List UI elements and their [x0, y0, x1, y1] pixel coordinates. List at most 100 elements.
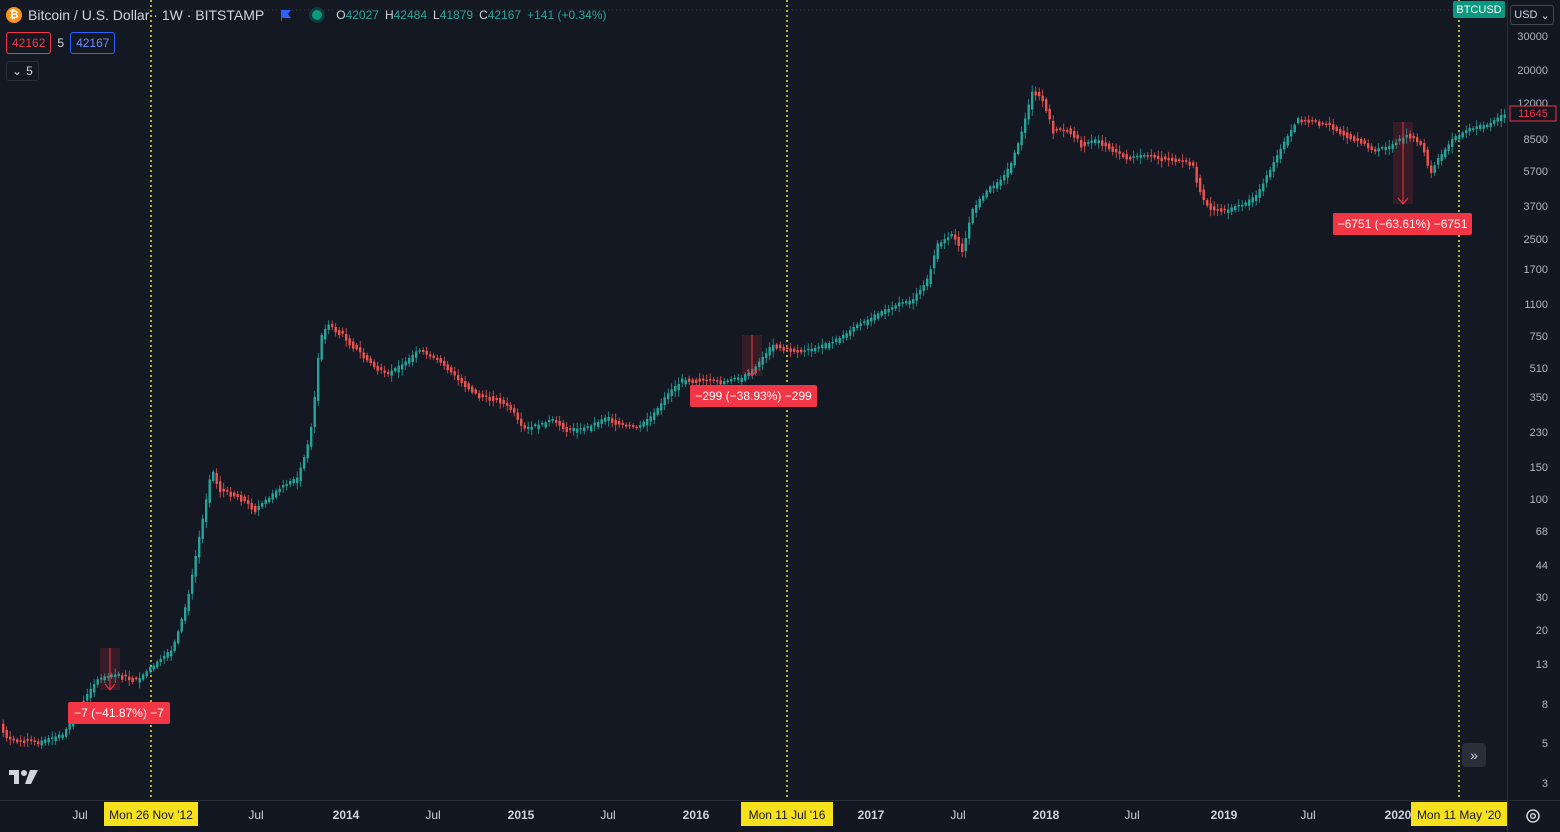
buy-button[interactable]: 42167: [70, 32, 116, 54]
candle-body: [418, 350, 421, 352]
chevron-down-icon: ⌄: [1540, 9, 1550, 22]
candle-body: [303, 457, 306, 469]
candle-body: [831, 341, 834, 344]
candle-body: [1458, 134, 1461, 140]
time-scale[interactable]: Jul Mon 26 Nov '12 Jul 2014 Jul 2015 Jul 2016 Mo…: [0, 800, 1507, 832]
candle-body: [1349, 134, 1352, 140]
candle-body: [1090, 140, 1093, 143]
candle-body: [327, 324, 330, 330]
candle-body: [380, 367, 383, 370]
price-tick-label: 30: [1536, 592, 1548, 604]
price-tick-label: 3700: [1524, 201, 1548, 213]
candle-body: [33, 740, 36, 742]
candle-body: [1055, 128, 1058, 131]
time-tick-label: 2017: [858, 808, 885, 822]
tradingview-logo-icon[interactable]: [9, 768, 39, 786]
time-tick-label: Jul: [1300, 808, 1315, 822]
price-tick-label: 20: [1536, 625, 1548, 637]
candle-body: [758, 361, 761, 368]
candle-body: [1360, 139, 1363, 144]
indicators-toggle-button[interactable]: ⌄ 5: [6, 61, 39, 81]
measurement-tool[interactable]: −299 (−38.93%) −299: [690, 335, 817, 407]
candle-body: [793, 348, 796, 352]
price-tick-label: 510: [1530, 363, 1548, 375]
candle-body: [394, 368, 397, 372]
candle-body: [887, 309, 890, 313]
candle-body: [933, 255, 936, 269]
candle-body: [891, 307, 894, 310]
candle-body: [443, 360, 446, 366]
candle-body: [411, 354, 414, 363]
candle-body: [1269, 169, 1272, 178]
measurement-tool[interactable]: −6751 (−63.61%) −6751: [1333, 122, 1472, 235]
time-tick-label: Jul: [950, 808, 965, 822]
candle-body: [859, 323, 862, 327]
candle-body: [667, 393, 670, 400]
candle-body: [1150, 154, 1153, 157]
candle-body: [439, 358, 442, 363]
candle-body: [866, 319, 869, 326]
candle-body: [184, 607, 187, 621]
candle-body: [145, 671, 148, 677]
candle-body: [1164, 156, 1167, 160]
candle-body: [1052, 120, 1055, 134]
candle-body: [1388, 146, 1391, 149]
candlestick-chart[interactable]: −7 (−41.87%) −7 −299 (−38.93%) −299 −6751 …: [0, 0, 1507, 800]
candle-body: [285, 484, 288, 487]
candle-body: [1171, 157, 1174, 161]
flag-icon[interactable]: [280, 9, 292, 21]
candle-body: [219, 481, 222, 493]
price-tick-label: 68: [1536, 526, 1548, 538]
candle-body: [765, 353, 768, 359]
candle-body: [1325, 123, 1328, 126]
measurement-tool[interactable]: −7 (−41.87%) −7: [68, 648, 170, 724]
candle-body: [968, 222, 971, 239]
candle-body: [401, 364, 404, 370]
candle-body: [422, 350, 425, 352]
symbol-title[interactable]: Bitcoin / U.S. Dollar · 1W · BITSTAMP: [28, 7, 265, 23]
gear-icon[interactable]: [1524, 807, 1542, 825]
candle-body: [842, 334, 845, 339]
candle-body: [1122, 153, 1125, 158]
candle-body: [1430, 165, 1433, 174]
time-tick-label: Jul: [248, 808, 263, 822]
candle-body: [1017, 143, 1020, 155]
candle-body: [1031, 91, 1034, 110]
candle-body: [740, 377, 743, 383]
candle-body: [817, 346, 820, 349]
candle-body: [1006, 168, 1009, 178]
candle-body: [1209, 203, 1212, 210]
candle-body: [1178, 159, 1181, 161]
candle-body: [1300, 119, 1303, 123]
candle-body: [149, 667, 152, 672]
currency-button[interactable]: USD ⌄: [1510, 5, 1554, 25]
candle-body: [100, 677, 103, 680]
time-highlight-bg: [1411, 802, 1507, 826]
candle-body: [9, 736, 12, 740]
candle-body: [583, 427, 586, 432]
candle-body: [523, 425, 526, 429]
candle-body: [222, 488, 225, 492]
scroll-to-realtime-button[interactable]: »: [1462, 743, 1486, 767]
price-tick-label: 13: [1536, 659, 1548, 671]
candle-body: [51, 737, 54, 739]
candle-body: [1258, 189, 1261, 198]
candle-body: [999, 179, 1002, 186]
candle-body: [268, 497, 271, 503]
candle-body: [632, 425, 635, 428]
candle-body: [212, 471, 215, 481]
symbol-tag: BTCUSD: [1453, 1, 1505, 18]
sell-button[interactable]: 42162: [6, 32, 52, 54]
candle-body: [660, 403, 663, 411]
candle-body: [712, 379, 715, 382]
price-scale[interactable]: 30000 20000 12000 8500 5700 3700 2500 1700 1100 7…: [1507, 0, 1560, 800]
candle-body: [709, 379, 712, 381]
candle-body: [1185, 160, 1188, 162]
candle-body: [1199, 177, 1202, 193]
candle-body: [138, 677, 141, 683]
candle-body: [572, 427, 575, 432]
candle-body: [446, 364, 449, 371]
candle-body: [110, 674, 113, 678]
chart-pane[interactable]: −7 (−41.87%) −7 −299 (−38.93%) −299 −6751 …: [0, 0, 1507, 800]
market-status-icon[interactable]: [312, 10, 323, 20]
